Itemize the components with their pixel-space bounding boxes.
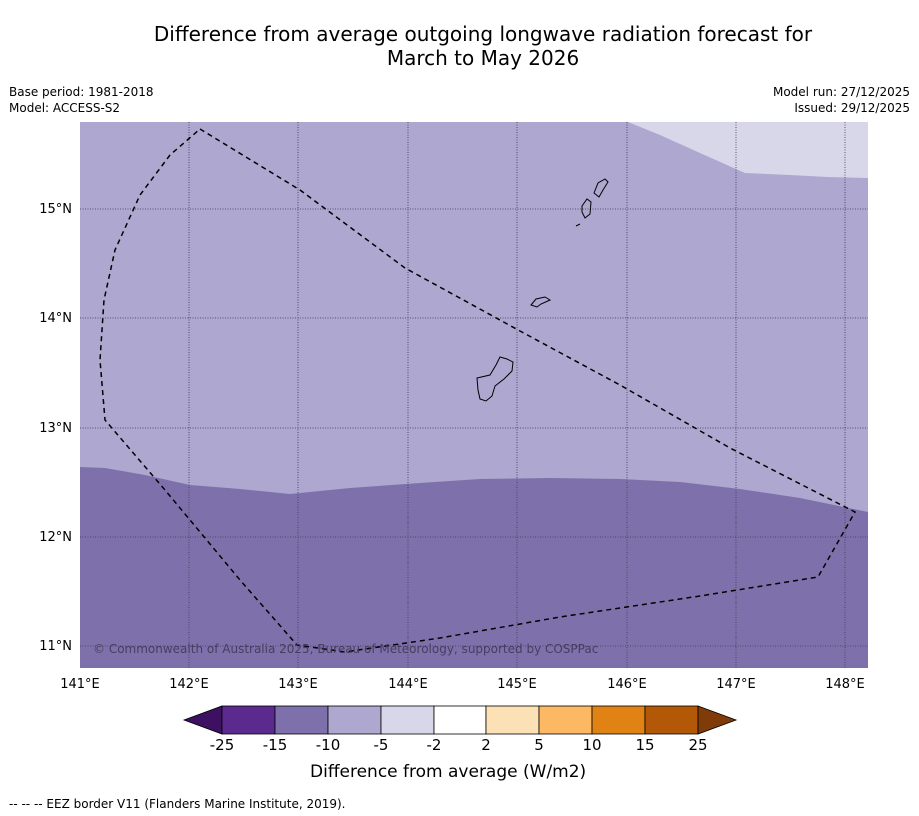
copyright-text: © Commonwealth of Australia 2025, Bureau…: [93, 642, 598, 656]
lon-label-142: 142°E: [169, 677, 209, 692]
colorbar-segment-6: [485, 705, 540, 735]
gridlines: [80, 122, 868, 668]
base-period-text: Base period: 1981-2018: [9, 85, 154, 99]
lon-label-143: 143°E: [278, 677, 318, 692]
issued-text: Issued: 29/12/2025: [794, 101, 910, 115]
colorbar-label: -15: [262, 736, 288, 754]
colorbar-label: -25: [209, 736, 235, 754]
anomaly-region-lighter: [628, 122, 868, 178]
lon-label-141: 141°E: [60, 677, 100, 692]
model-text: Model: ACCESS-S2: [9, 101, 121, 115]
lon-label-144: 144°E: [388, 677, 428, 692]
lat-label-13: 13°N: [39, 421, 72, 436]
saipan-island: [593, 178, 609, 198]
title-line-1: Difference from average outgoing longwav…: [153, 22, 813, 46]
meta-right: Model run: 27/12/2025 Issued: 29/12/2025: [773, 84, 910, 116]
colorbar-title: Difference from average (W/m2): [310, 762, 587, 782]
latitude-labels: 15°N 14°N 13°N 12°N 11°N: [39, 202, 72, 654]
colorbar-extend-high: [697, 705, 738, 735]
colorbar-segment-8: [591, 705, 646, 735]
lat-label-12: 12°N: [39, 530, 72, 545]
colorbar-segment-4: [380, 705, 435, 735]
colorbar-label: 5: [534, 736, 544, 754]
colorbar-segment-3: [327, 705, 382, 735]
colorbar: [182, 705, 738, 735]
colorbar-label: 25: [688, 736, 708, 754]
colorbar-label: -2: [426, 736, 442, 754]
colorbar-label: 15: [635, 736, 655, 754]
model-run-text: Model run: 27/12/2025: [772, 85, 910, 99]
chart-title: Difference from average outgoing longwav…: [0, 22, 919, 70]
lat-label-15: 15°N: [39, 202, 72, 217]
lon-label-145: 145°E: [497, 677, 537, 692]
lat-label-11: 11°N: [39, 639, 72, 654]
colorbar-segment-1: [221, 705, 276, 735]
colorbar-segment-7: [538, 705, 593, 735]
colorbar-segment-2: [274, 705, 329, 735]
lon-label-146: 146°E: [607, 677, 647, 692]
tinian-island: [581, 198, 592, 219]
eez-footer-note: -- -- -- EEZ border V11 (Flanders Marine…: [9, 797, 346, 811]
aguijan-island: [575, 223, 581, 227]
lat-label-14: 14°N: [39, 311, 72, 326]
rota-island: [530, 296, 552, 308]
island-outlines: [476, 178, 609, 402]
guam-island: [476, 356, 514, 402]
eez-border: [99, 128, 857, 653]
lon-label-147: 147°E: [716, 677, 756, 692]
colorbar-segment-9: [644, 705, 699, 735]
lon-label-148: 148°E: [825, 677, 865, 692]
colorbar-label: 10: [582, 736, 602, 754]
title-line-2: March to May 2026: [386, 46, 580, 70]
colorbar-label: -10: [315, 736, 341, 754]
colorbar-segment-5: [433, 705, 487, 735]
anomaly-region-dark: [80, 467, 868, 668]
meta-left: Base period: 1981-2018 Model: ACCESS-S2: [9, 84, 154, 116]
colorbar-label: -5: [373, 736, 389, 754]
longitude-labels: 141°E 142°E 143°E 144°E 145°E 146°E 147°…: [60, 677, 865, 692]
colorbar-label: 2: [481, 736, 491, 754]
colorbar-extend-low: [182, 705, 223, 735]
